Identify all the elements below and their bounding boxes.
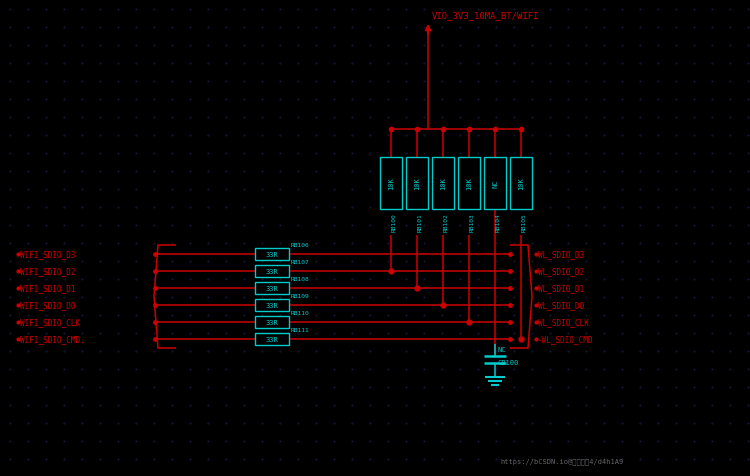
Bar: [255, 248, 289, 260]
Bar: [484, 158, 506, 209]
Text: 33R: 33R: [266, 336, 278, 342]
Text: RB104: RB104: [496, 213, 501, 231]
Text: 33R: 33R: [266, 268, 278, 275]
Bar: [406, 158, 428, 209]
Text: RB100: RB100: [392, 213, 397, 231]
Bar: [255, 299, 289, 311]
Bar: [255, 266, 289, 278]
Bar: [432, 158, 454, 209]
Text: RB102: RB102: [444, 213, 449, 231]
Text: 33R: 33R: [266, 302, 278, 308]
Text: 10K: 10K: [518, 177, 524, 190]
Text: WIFI_SDIO_D2: WIFI_SDIO_D2: [20, 267, 76, 276]
Text: WL_SDIO_D3: WL_SDIO_D3: [538, 250, 584, 259]
Text: RB105: RB105: [522, 213, 527, 231]
Text: WIFI_SDIO_D0: WIFI_SDIO_D0: [20, 301, 76, 310]
Text: CB100: CB100: [497, 359, 518, 365]
Text: RB103: RB103: [470, 213, 475, 231]
Text: RB101: RB101: [418, 213, 423, 231]
Text: RB106: RB106: [291, 242, 310, 248]
Text: NC: NC: [497, 346, 506, 352]
Text: 10K: 10K: [388, 177, 394, 190]
Bar: [458, 158, 480, 209]
Text: WL_SDIO_D0: WL_SDIO_D0: [538, 301, 584, 310]
Text: 33R: 33R: [266, 251, 278, 258]
Text: NC: NC: [492, 179, 498, 188]
Text: 10K: 10K: [414, 177, 420, 190]
Text: 33R: 33R: [266, 286, 278, 291]
Text: RB111: RB111: [291, 327, 310, 332]
Text: RB107: RB107: [291, 259, 310, 265]
Text: 33R: 33R: [266, 319, 278, 325]
Text: -WL_SDIO_CMD: -WL_SDIO_CMD: [538, 335, 593, 344]
Text: VIO_3V3_10MA_BT/WIFI: VIO_3V3_10MA_BT/WIFI: [432, 11, 539, 20]
Text: RB108: RB108: [291, 277, 310, 281]
Text: RB109: RB109: [291, 293, 310, 298]
Text: 10K: 10K: [440, 177, 446, 190]
Bar: [510, 158, 532, 209]
Bar: [255, 282, 289, 294]
Text: WL_SDIO_D1: WL_SDIO_D1: [538, 284, 584, 293]
Text: WL_SDIO_CLK: WL_SDIO_CLK: [538, 318, 589, 327]
Text: RB110: RB110: [291, 310, 310, 315]
Bar: [380, 158, 402, 209]
Text: WL_SDIO_D2: WL_SDIO_D2: [538, 267, 584, 276]
Text: 10K: 10K: [466, 177, 472, 190]
Bar: [255, 333, 289, 345]
Text: WIFI_SDIO_D1: WIFI_SDIO_D1: [20, 284, 76, 293]
Text: WIFI_SDIO_CMD.: WIFI_SDIO_CMD.: [20, 335, 85, 344]
Text: WIFI_SDIO_CLK: WIFI_SDIO_CLK: [20, 318, 80, 327]
Text: https://bCSDN.io@涯花边心4/d4h1A9: https://bCSDN.io@涯花边心4/d4h1A9: [500, 458, 623, 464]
Bar: [255, 317, 289, 328]
Text: WIFI_SDIO_D3: WIFI_SDIO_D3: [20, 250, 76, 259]
